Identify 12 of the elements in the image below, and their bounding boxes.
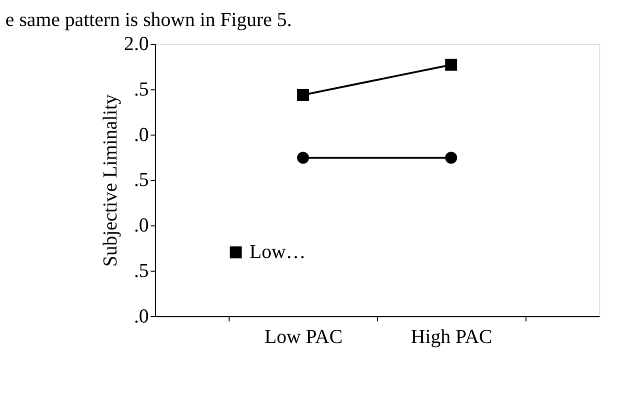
text: .0 xyxy=(134,305,149,328)
y-axis-title: Subjective Liminality xyxy=(99,94,122,267)
text: .0 xyxy=(134,124,149,146)
x-tick-label: High PAC xyxy=(410,326,492,348)
x-tick-label: Low PAC xyxy=(264,326,343,348)
text: .5 xyxy=(134,78,149,100)
text: e same pattern is shown in Figure 5. xyxy=(5,8,292,31)
legend-label: Low… xyxy=(250,241,306,263)
text: 2.0 xyxy=(124,33,149,56)
text: .0 xyxy=(134,214,149,237)
text: .5 xyxy=(134,260,149,282)
text: .5 xyxy=(134,169,149,192)
